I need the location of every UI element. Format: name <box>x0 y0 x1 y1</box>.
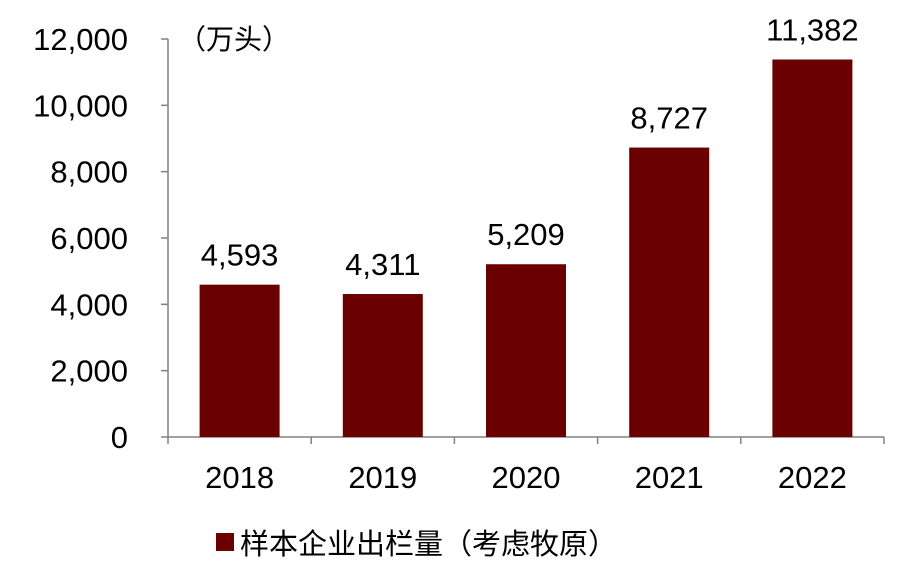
data-label-2020: 5,209 <box>487 217 565 252</box>
data-label-2018: 4,593 <box>201 238 279 273</box>
bar-2019 <box>342 294 423 437</box>
bar-2020 <box>486 264 566 437</box>
y-axis-unit-label: （万头） <box>178 23 290 56</box>
x-tick-label-2019: 2019 <box>348 460 417 495</box>
y-tick-label: 6,000 <box>50 221 128 256</box>
y-tick-label: 8,000 <box>50 155 128 190</box>
bar-2021 <box>629 147 710 437</box>
bars: 4,593 4,311 5,209 8,727 11,382 <box>199 12 859 437</box>
legend-label: 样本企业出栏量（考虑牧原） <box>240 527 618 561</box>
bar-2022 <box>772 59 853 437</box>
x-axis: 2018 2019 2020 2021 2022 <box>167 436 885 495</box>
y-tick-label: 2,000 <box>50 354 128 389</box>
x-tick-label-2018: 2018 <box>205 460 274 495</box>
data-label-2019: 4,311 <box>345 247 420 282</box>
y-tick-label: 10,000 <box>33 88 128 123</box>
bar-2018 <box>199 284 280 437</box>
y-axis: 0 2,000 4,000 6,000 8,000 10,000 12,000 <box>33 22 169 455</box>
x-tick-label-2021: 2021 <box>635 460 704 495</box>
legend-swatch <box>216 533 234 551</box>
x-tick-label-2022: 2022 <box>778 460 847 495</box>
y-tick-label: 12,000 <box>33 22 128 57</box>
x-tick-label-2020: 2020 <box>492 460 561 495</box>
y-tick-label: 0 <box>111 420 128 455</box>
y-tick-label: 4,000 <box>50 287 128 322</box>
data-label-2022: 11,382 <box>766 12 859 47</box>
data-label-2021: 8,727 <box>630 101 708 136</box>
legend: 样本企业出栏量（考虑牧原） <box>216 522 617 562</box>
